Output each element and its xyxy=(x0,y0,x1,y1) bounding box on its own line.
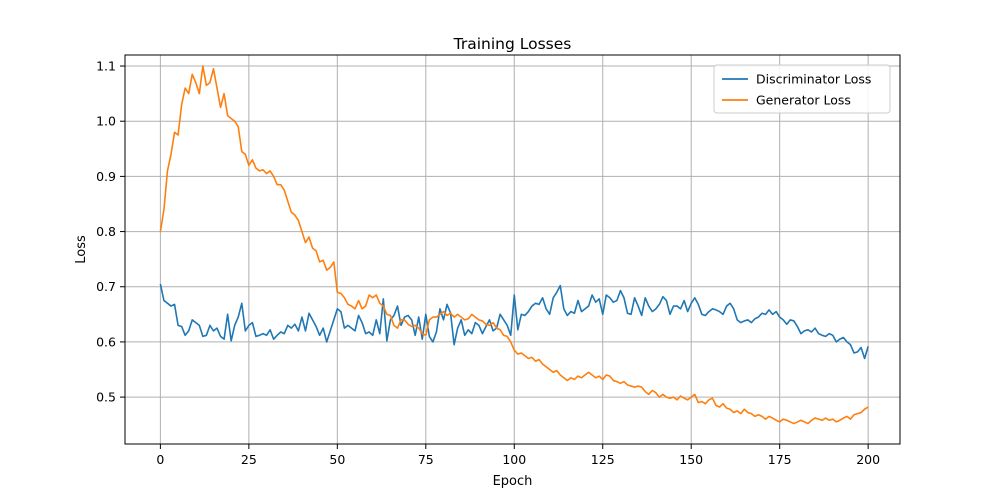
x-tick-label: 150 xyxy=(679,452,703,467)
y-tick-label: 1.0 xyxy=(96,114,116,129)
y-tick-label: 0.5 xyxy=(96,390,116,405)
series-line-discriminator xyxy=(159,283,869,360)
grid xyxy=(125,55,900,444)
series-lines xyxy=(159,65,869,425)
y-tick-label: 1.1 xyxy=(96,59,116,74)
y-tick-label: 0.8 xyxy=(96,224,116,239)
x-tick-label: 200 xyxy=(856,452,880,467)
x-tick-label: 175 xyxy=(768,452,792,467)
x-tick-label: 0 xyxy=(156,452,164,467)
legend-box xyxy=(713,64,891,114)
x-axis-title: Epoch xyxy=(493,474,533,489)
x-tick-label: 25 xyxy=(241,452,257,467)
axes-frame xyxy=(124,54,901,445)
x-tick-label: 125 xyxy=(591,452,615,467)
x-tick-label: 100 xyxy=(502,452,526,467)
y-axis-ticks: 0.5 0.6 0.7 0.8 0.9 1.0 1.1 xyxy=(96,59,125,405)
x-axis-ticks: 0 25 50 75 100 125 150 175 200 xyxy=(156,444,880,467)
series-line-generator xyxy=(159,65,869,425)
chart-title: Training Losses xyxy=(453,35,572,53)
y-tick-label: 0.6 xyxy=(96,334,116,349)
legend: Discriminator Loss Generator Loss xyxy=(713,64,891,114)
x-tick-label: 75 xyxy=(418,452,434,467)
x-tick-label: 50 xyxy=(329,452,345,467)
y-tick-label: 0.9 xyxy=(96,169,116,184)
legend-label: Discriminator Loss xyxy=(756,72,871,87)
legend-label: Generator Loss xyxy=(756,93,851,108)
y-axis-title: Loss xyxy=(74,235,89,264)
y-tick-label: 0.7 xyxy=(96,279,116,294)
